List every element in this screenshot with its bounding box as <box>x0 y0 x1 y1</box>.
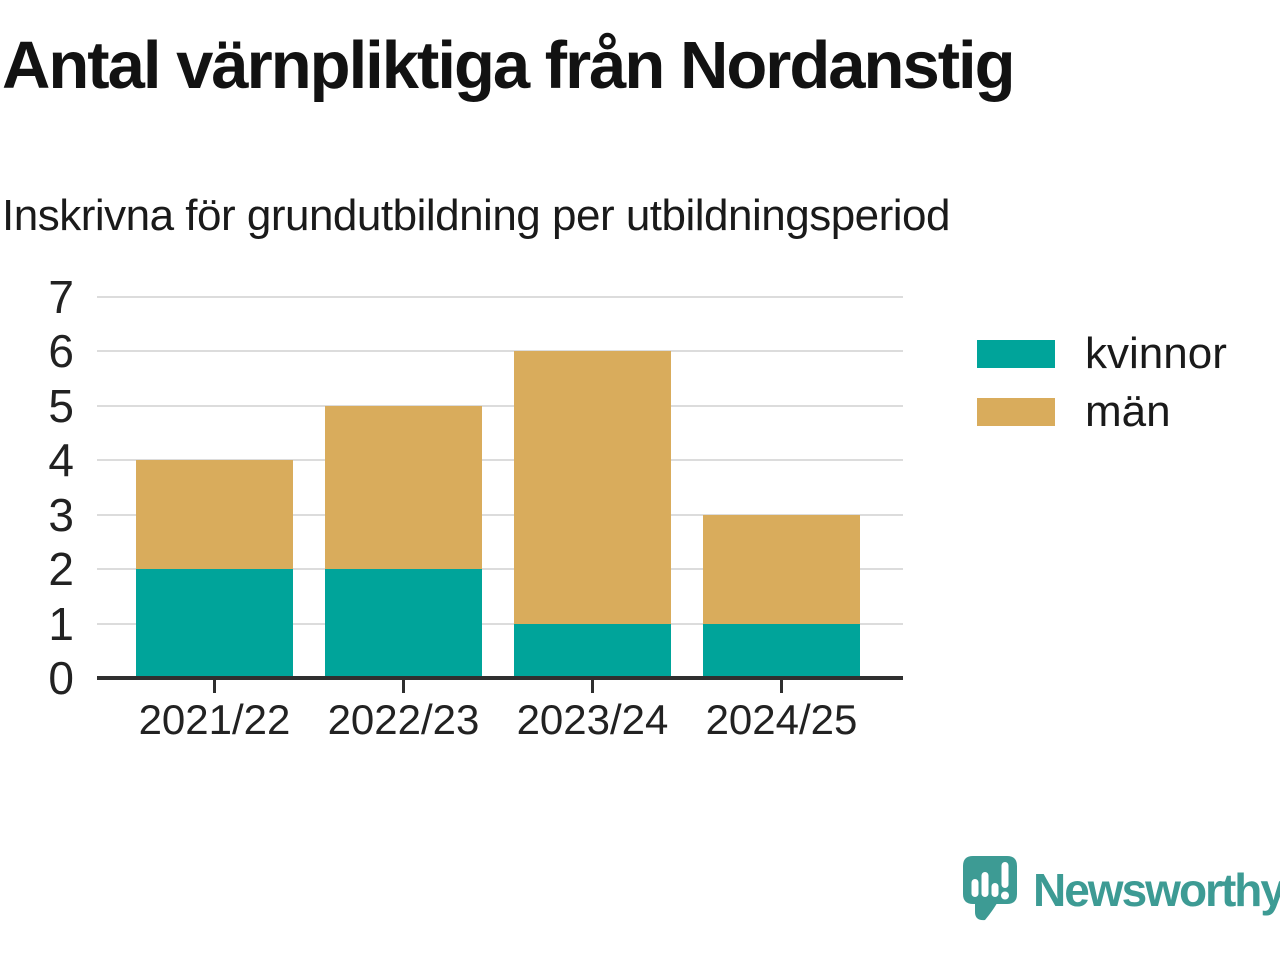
y-axis-tick-label: 2 <box>48 543 74 596</box>
bar-segment-kvinnor <box>514 623 671 678</box>
y-axis-tick-label: 6 <box>48 325 74 378</box>
legend-swatch-man <box>977 398 1055 426</box>
y-axis-tick-label: 3 <box>48 488 74 541</box>
x-axis-tick <box>213 680 216 693</box>
gridline <box>97 350 903 353</box>
gridline <box>97 296 903 298</box>
x-axis-tick <box>780 680 783 693</box>
y-axis-tick-label: 5 <box>48 379 74 432</box>
x-axis-tick <box>402 680 405 693</box>
legend-item-man: män <box>977 386 1227 438</box>
newsworthy-speech-bubble-chart-icon <box>963 856 1017 921</box>
x-axis-tick-label: 2024/25 <box>705 696 858 743</box>
y-axis-tick-label: 1 <box>48 597 74 650</box>
gridline <box>97 404 903 407</box>
bar-segment-man <box>703 514 860 624</box>
y-axis-tick-label: 0 <box>48 652 74 704</box>
y-axis-tick-label: 7 <box>48 271 74 323</box>
chart-title: Antal värnpliktiga från Nordanstig <box>2 28 1016 103</box>
chart-legend: kvinnor män <box>977 328 1227 444</box>
gridline <box>97 459 903 462</box>
bar-segment-kvinnor <box>703 623 860 678</box>
x-axis-line <box>97 676 903 680</box>
x-axis-tick-label: 2021/22 <box>138 696 291 743</box>
bar-segment-kvinnor <box>325 569 482 678</box>
bar-segment-man <box>325 405 482 570</box>
gridline <box>97 622 903 625</box>
brand-wordmark: Newsworthy <box>1033 864 1280 916</box>
x-axis-tick <box>591 680 594 693</box>
y-axis-tick-label: 4 <box>48 434 74 487</box>
newsworthy-branding: Newsworthy <box>963 856 1280 922</box>
x-axis-tick-label: 2022/23 <box>327 696 480 743</box>
gridline <box>97 513 903 516</box>
gridline <box>97 568 903 571</box>
legend-item-kvinnor: kvinnor <box>977 328 1227 380</box>
bar-segment-man <box>514 351 671 624</box>
bar-segment-man <box>136 460 293 570</box>
legend-swatch-kvinnor <box>977 340 1055 368</box>
x-axis-tick-label: 2023/24 <box>516 696 669 743</box>
bar-segment-kvinnor <box>136 569 293 678</box>
legend-label-man: män <box>1085 387 1171 436</box>
chart-subtitle: Inskrivna för grundutbildning per utbild… <box>2 191 951 240</box>
legend-label-kvinnor: kvinnor <box>1085 329 1227 378</box>
